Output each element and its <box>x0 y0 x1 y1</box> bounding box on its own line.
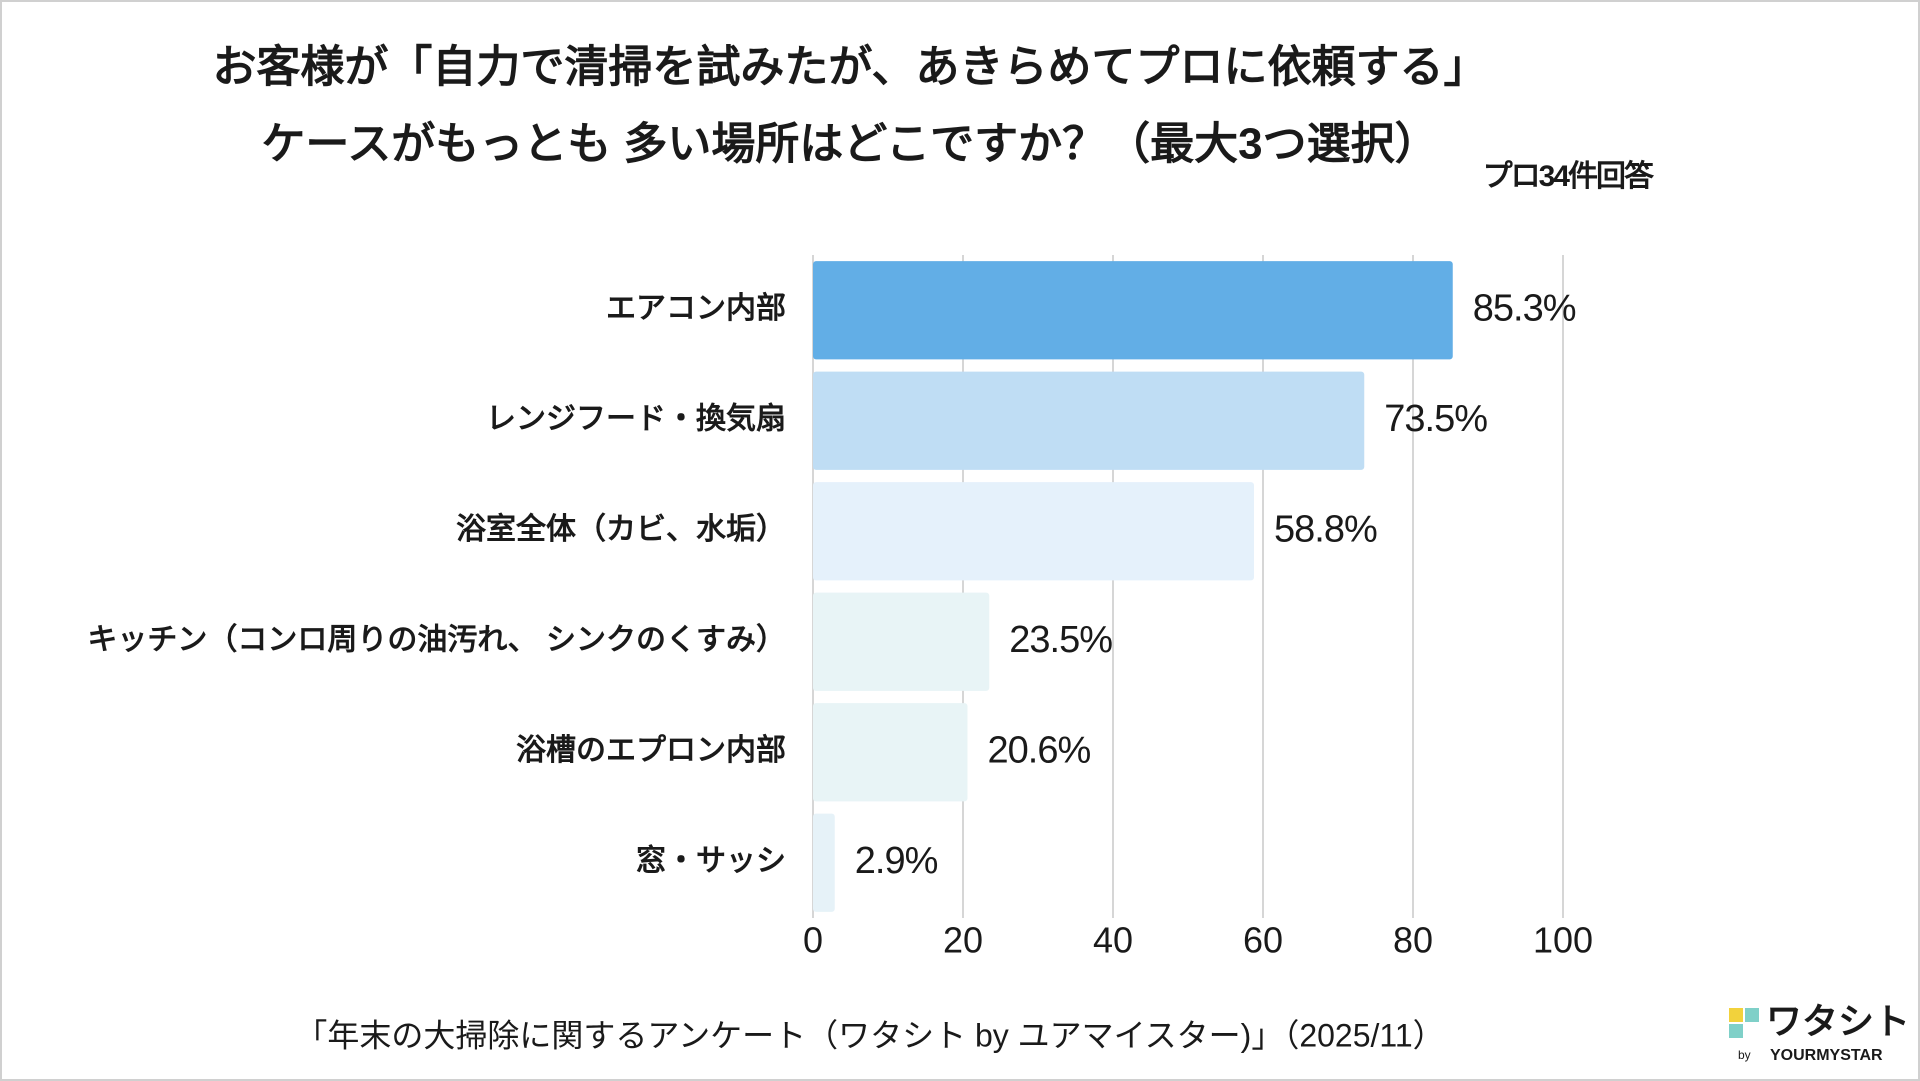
y-tick-label: 浴室全体（カビ、水垢） <box>456 512 786 546</box>
y-tick-label: 窓・サッシ <box>636 844 786 878</box>
bar <box>813 813 835 912</box>
value-label: 23.5% <box>1009 619 1112 661</box>
value-label: 85.3% <box>1473 287 1576 329</box>
logo-name: ワタシト <box>1766 1001 1910 1042</box>
logo-icon <box>1745 1008 1759 1022</box>
logo: ワタシト by YOURMYSTAR <box>1729 1001 1910 1064</box>
x-tick-label: 40 <box>1093 920 1133 961</box>
bar <box>813 371 1365 470</box>
bar <box>813 261 1453 360</box>
x-tick-label: 80 <box>1393 920 1433 961</box>
value-label: 20.6% <box>988 729 1091 771</box>
x-tick-label: 60 <box>1243 920 1283 961</box>
logo-icon <box>1729 1024 1743 1038</box>
chart-title: お客様が「自力で清掃を試みたが、あきらめてプロに依頼する」 <box>212 43 1487 92</box>
logo-icon <box>1729 1008 1743 1022</box>
source: 「年末の大掃除に関するアンケート（ワタシト by ユアマイスター)」（2025/… <box>295 1017 1444 1053</box>
y-tick-label: レンジフード・換気扇 <box>486 403 786 436</box>
y-tick-label: エアコン内部 <box>606 291 786 325</box>
bar <box>813 703 968 802</box>
logo-brand: YOURMYSTAR <box>1770 1047 1883 1064</box>
y-tick-label: キッチン（コンロ周りの油汚れ、 シンクのくすみ） <box>87 623 786 657</box>
x-tick-label: 0 <box>803 920 823 961</box>
y-tick-label: 浴槽のエプロン内部 <box>516 733 786 767</box>
chart-title: ケースがもっとも 多い場所はどこですか？（最大3つ選択） <box>261 120 1438 169</box>
bar <box>813 592 990 691</box>
x-tick-label: 20 <box>943 920 983 961</box>
x-tick-label: 100 <box>1533 920 1593 961</box>
value-label: 58.8% <box>1274 508 1377 550</box>
value-label: 2.9% <box>855 840 938 882</box>
logo-by: by <box>1738 1048 1751 1062</box>
note: プロ34件回答 <box>1483 160 1655 193</box>
value-label: 73.5% <box>1384 398 1487 440</box>
bar <box>813 482 1254 581</box>
